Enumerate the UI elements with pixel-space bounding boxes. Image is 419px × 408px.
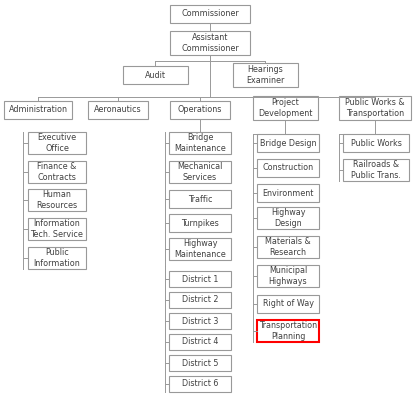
Text: Aeronautics: Aeronautics <box>94 106 142 115</box>
Text: Railroads &
Public Trans.: Railroads & Public Trans. <box>351 160 401 180</box>
Bar <box>257 320 319 342</box>
Bar <box>169 376 231 392</box>
Text: Right of Way: Right of Way <box>262 299 313 308</box>
Bar <box>343 159 409 181</box>
Bar <box>339 96 411 120</box>
Text: Information
Tech. Service: Information Tech. Service <box>31 220 83 239</box>
Bar <box>257 265 319 287</box>
Bar <box>257 295 319 313</box>
Text: Assistant
Commissioner: Assistant Commissioner <box>181 33 239 53</box>
Text: Executive
Office: Executive Office <box>37 133 77 153</box>
Text: District 1: District 1 <box>182 275 218 284</box>
Text: Public
Information: Public Information <box>34 248 80 268</box>
Bar <box>169 238 231 260</box>
Text: District 3: District 3 <box>182 317 218 326</box>
Text: Bridge
Maintenance: Bridge Maintenance <box>174 133 226 153</box>
Text: Highway
Maintenance: Highway Maintenance <box>174 239 226 259</box>
Bar <box>253 96 318 120</box>
Text: Construction: Construction <box>262 164 313 173</box>
Bar <box>169 214 231 232</box>
Text: Mechanical
Services: Mechanical Services <box>177 162 222 182</box>
Bar <box>170 31 250 55</box>
Text: Public Works: Public Works <box>351 138 401 148</box>
Text: District 2: District 2 <box>182 295 218 304</box>
Text: District 5: District 5 <box>182 359 218 368</box>
Bar <box>169 190 231 208</box>
Text: Bridge Design: Bridge Design <box>260 138 316 148</box>
Bar <box>169 355 231 371</box>
Bar <box>169 271 231 287</box>
Text: Administration: Administration <box>8 106 67 115</box>
Text: Commissioner: Commissioner <box>181 9 239 18</box>
Bar <box>28 161 86 183</box>
Text: Project
Development: Project Development <box>258 98 312 118</box>
Text: District 4: District 4 <box>182 337 218 346</box>
Bar <box>343 134 409 152</box>
Bar <box>88 101 148 119</box>
Text: Turnpikes: Turnpikes <box>181 219 219 228</box>
Text: District 6: District 6 <box>182 379 218 388</box>
Text: Audit: Audit <box>145 71 166 80</box>
Bar <box>257 236 319 258</box>
Text: Municipal
Highways: Municipal Highways <box>269 266 307 286</box>
Bar <box>4 101 72 119</box>
Text: Operations: Operations <box>178 106 222 115</box>
Bar <box>28 132 86 154</box>
Text: Hearings
Examiner: Hearings Examiner <box>246 65 284 85</box>
Bar <box>169 132 231 154</box>
Bar <box>170 5 250 23</box>
Text: Traffic: Traffic <box>188 195 212 204</box>
Bar <box>169 161 231 183</box>
Text: Environment: Environment <box>262 188 314 197</box>
Bar <box>257 184 319 202</box>
Bar <box>257 207 319 229</box>
Bar <box>257 159 319 177</box>
Bar <box>169 292 231 308</box>
Bar <box>169 334 231 350</box>
Bar <box>257 134 319 152</box>
Bar <box>169 313 231 329</box>
Text: Human
Resources: Human Resources <box>36 190 78 210</box>
Text: Highway
Design: Highway Design <box>271 208 305 228</box>
Text: Transportation
Planning: Transportation Planning <box>259 322 317 341</box>
Bar <box>233 63 297 87</box>
Bar <box>122 66 187 84</box>
Text: Finance &
Contracts: Finance & Contracts <box>37 162 77 182</box>
Text: Public Works &
Transportation: Public Works & Transportation <box>345 98 405 118</box>
Bar <box>28 218 86 240</box>
Bar <box>28 189 86 211</box>
Text: Materials &
Research: Materials & Research <box>265 237 311 257</box>
Bar <box>28 247 86 269</box>
Bar <box>170 101 230 119</box>
